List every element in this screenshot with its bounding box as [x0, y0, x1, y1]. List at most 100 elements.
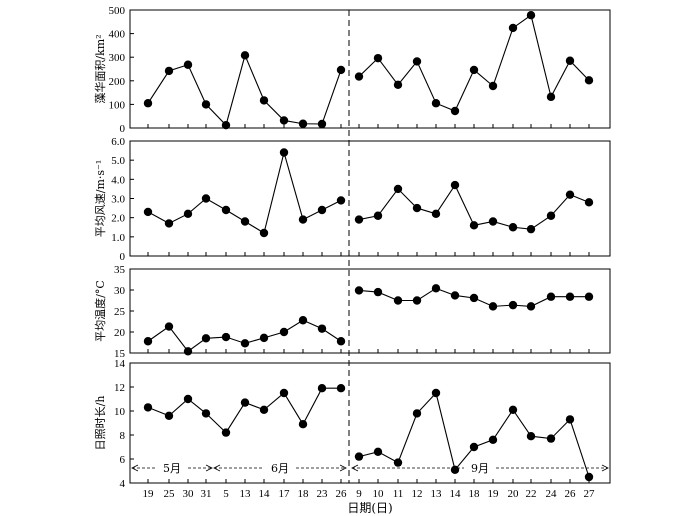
data-point-4-14: [412, 409, 422, 418]
y-axis-label-1: 藻华面积/km²: [93, 34, 107, 103]
y-axis-label-2: 平均风速/m·s⁻¹: [94, 160, 107, 238]
x-tick-label-13: 11: [393, 488, 404, 500]
data-point-1-18: [488, 81, 498, 91]
y-tick-label-2-6: 6.0: [111, 136, 125, 148]
data-point-4-1: [164, 411, 174, 420]
data-point-2-7: [279, 148, 289, 157]
data-point-4-15: [431, 388, 441, 398]
data-point-3-6: [259, 333, 269, 343]
data-point-3-16: [450, 291, 460, 300]
x-tick-label-16: 14: [450, 488, 462, 500]
data-point-4-19: [508, 405, 518, 414]
y-axis-label-4: 日照时长/h: [94, 396, 107, 451]
data-point-4-0: [143, 403, 153, 412]
data-point-2-16: [450, 180, 460, 190]
month-arrow-right-3: [601, 464, 609, 472]
data-point-1-13: [393, 80, 403, 90]
series-line-4-a: [147, 387, 341, 434]
data-point-4-20: [526, 432, 536, 441]
y-tick-label-2-1: 1.0: [111, 232, 125, 244]
data-point-1-1: [164, 66, 174, 76]
data-point-3-7: [279, 327, 289, 337]
data-point-2-5: [240, 217, 250, 226]
data-point-4-3: [201, 409, 211, 418]
panel-frame-1: [129, 9, 611, 129]
y-tick-label-1-4: 400: [109, 29, 126, 41]
series-line-1-a: [147, 53, 342, 127]
data-point-3-2: [183, 347, 193, 356]
data-point-2-11: [354, 215, 364, 224]
data-point-2-0: [143, 207, 153, 217]
y-tick-label-3-2: 25: [114, 306, 126, 318]
data-point-2-1: [164, 219, 174, 228]
data-point-2-6: [259, 228, 269, 238]
month-label-2: 6月: [271, 462, 289, 475]
panel-frame-4: [129, 362, 611, 484]
data-point-2-10: [336, 196, 346, 205]
data-point-3-21: [546, 292, 556, 301]
y-tick-label-4-4: 12: [114, 382, 125, 394]
data-point-4-23: [584, 472, 594, 482]
month-arrow-left-2: [213, 464, 221, 472]
data-point-4-11: [354, 452, 364, 461]
data-point-1-16: [450, 106, 460, 116]
data-point-2-23: [584, 198, 594, 207]
data-point-4-8: [298, 420, 308, 429]
data-point-2-15: [431, 209, 441, 219]
data-point-2-21: [546, 211, 556, 220]
data-point-2-17: [469, 221, 479, 230]
data-point-3-17: [469, 293, 479, 303]
y-tick-label-3-0: 15: [114, 348, 126, 360]
x-tick-label-3: 31: [201, 488, 212, 500]
data-point-3-3: [201, 334, 211, 343]
data-point-4-16: [450, 465, 460, 474]
x-tick-label-11: 9: [356, 488, 362, 500]
month-label-3: 9月: [471, 462, 489, 475]
y-tick-label-2-3: 3.0: [111, 194, 125, 206]
data-point-2-18: [488, 217, 498, 226]
x-tick-label-17: 18: [469, 488, 481, 500]
data-point-2-9: [317, 205, 327, 215]
data-point-3-13: [393, 296, 403, 305]
panel-frame-3: [129, 268, 611, 354]
data-point-3-1: [164, 322, 174, 331]
data-point-1-17: [469, 65, 479, 75]
data-point-1-0: [143, 99, 153, 108]
data-point-1-19: [508, 23, 518, 33]
data-point-3-19: [508, 300, 518, 310]
data-point-1-4: [221, 120, 231, 130]
x-tick-label-18: 19: [488, 488, 500, 500]
x-tick-label-14: 12: [412, 488, 423, 500]
x-tick-label-5: 13: [240, 488, 252, 500]
data-point-4-4: [221, 428, 231, 437]
data-point-3-11: [354, 286, 364, 295]
data-point-2-13: [393, 184, 403, 194]
x-tick-label-19: 20: [508, 488, 520, 500]
data-point-2-22: [565, 190, 575, 199]
data-point-1-6: [259, 96, 269, 105]
x-tick-label-20: 22: [526, 488, 537, 500]
data-point-4-5: [240, 398, 250, 407]
data-point-3-18: [488, 302, 498, 311]
data-point-4-18: [488, 435, 498, 444]
data-point-2-14: [412, 203, 422, 213]
data-point-1-23: [584, 76, 594, 85]
data-point-3-12: [373, 287, 383, 297]
x-tick-label-2: 30: [183, 488, 195, 500]
data-point-1-3: [201, 100, 211, 109]
data-point-3-15: [431, 284, 441, 293]
data-point-1-14: [412, 57, 422, 66]
data-point-2-20: [526, 224, 536, 234]
y-tick-label-1-0: 0: [120, 123, 126, 135]
data-point-4-13: [393, 458, 403, 467]
y-tick-label-4-3: 10: [114, 406, 126, 418]
y-tick-label-4-0: 4: [120, 478, 126, 490]
x-tick-label-0: 19: [143, 488, 155, 500]
data-point-3-20: [526, 302, 536, 311]
x-axis-label: 日期(日): [347, 501, 392, 515]
data-point-4-2: [183, 394, 193, 404]
data-point-3-0: [143, 337, 153, 346]
data-point-1-20: [526, 10, 536, 20]
data-point-1-22: [565, 56, 575, 65]
